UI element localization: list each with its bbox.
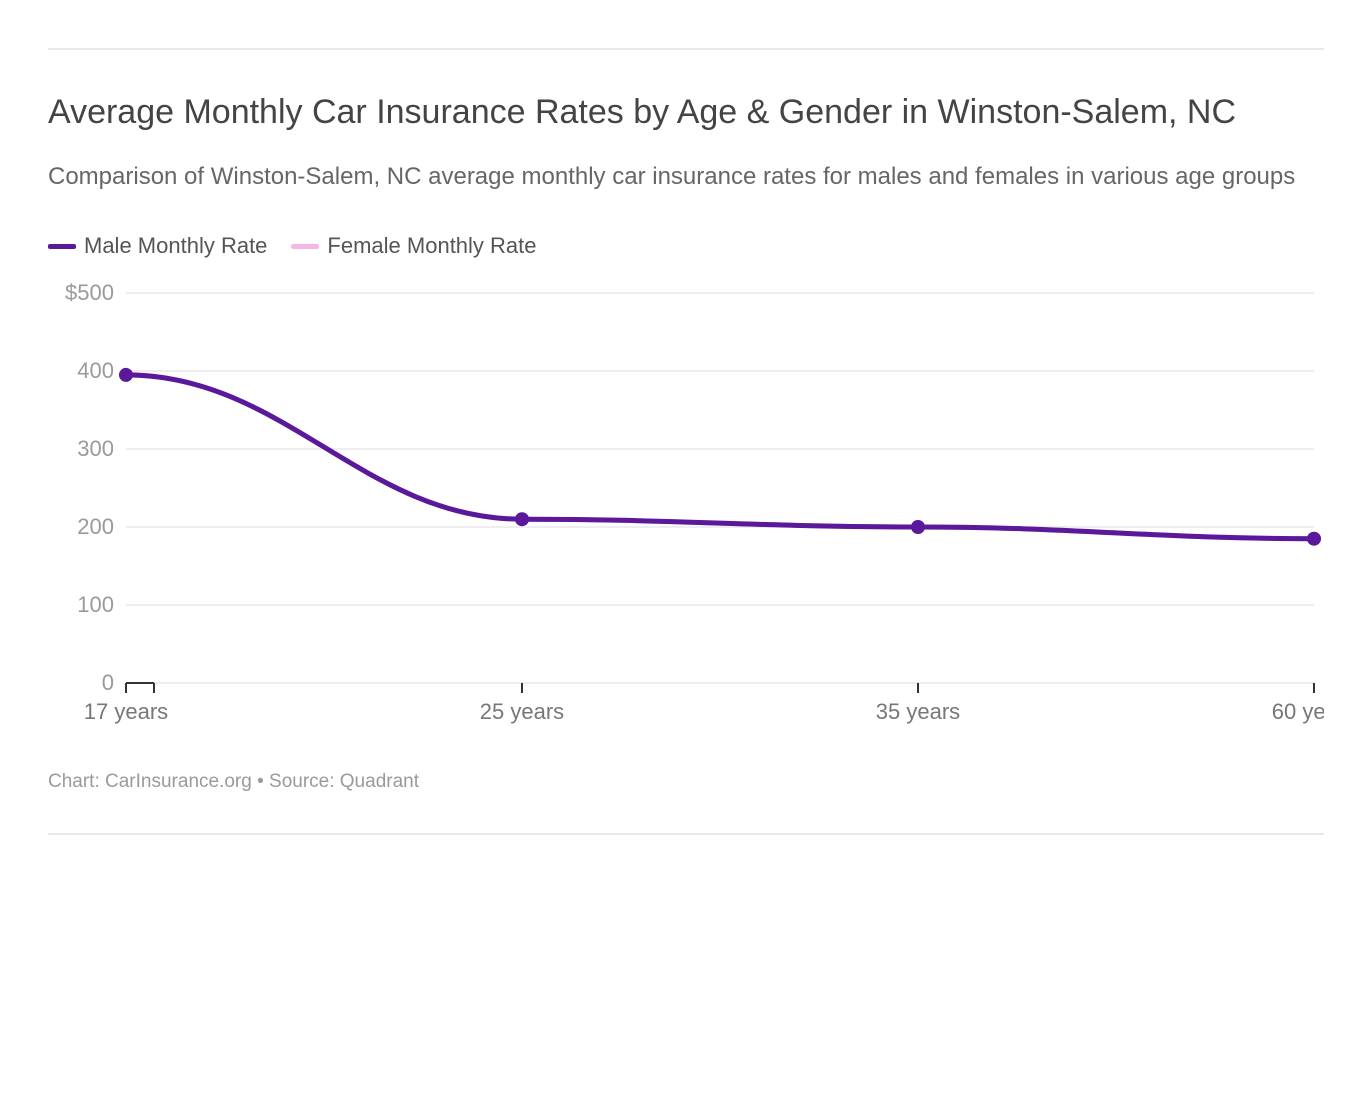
series-marker (911, 520, 925, 534)
legend-swatch (291, 244, 319, 249)
series-line (126, 375, 1314, 539)
x-tick-label: 17 years (84, 699, 168, 724)
x-tick-label: 35 years (876, 699, 960, 724)
legend-item: Male Monthly Rate (48, 233, 267, 259)
series-marker (1307, 532, 1321, 546)
legend-label: Male Monthly Rate (84, 233, 267, 259)
chart-plot-area: 0 100 200 300 400 $500 17 years 25 years 35 year… (48, 283, 1324, 743)
y-tick-label: 200 (77, 514, 114, 539)
series-marker (515, 513, 529, 527)
legend-item: Female Monthly Rate (291, 233, 536, 259)
line-chart-svg: 0 100 200 300 400 $500 17 years 25 years 35 year… (48, 283, 1324, 743)
series-line (126, 375, 1314, 539)
legend-label: Female Monthly Rate (327, 233, 536, 259)
legend-swatch (48, 244, 76, 249)
series-marker (119, 368, 133, 382)
y-tick-label: 300 (77, 436, 114, 461)
chart-credit: Chart: CarInsurance.org • Source: Quadra… (48, 771, 1324, 793)
legend: Male Monthly Rate Female Monthly Rate (48, 233, 1324, 259)
chart-subtitle: Comparison of Winston-Salem, NC average … (48, 160, 1324, 194)
x-tick-label: 60 years (1272, 699, 1324, 724)
y-tick-label: 400 (77, 358, 114, 383)
x-tick-label: 25 years (480, 699, 564, 724)
divider-bottom (48, 833, 1324, 835)
chart-container: Average Monthly Car Insurance Rates by A… (0, 0, 1372, 883)
y-tick-label: 0 (102, 670, 114, 695)
chart-title: Average Monthly Car Insurance Rates by A… (48, 90, 1324, 136)
y-tick-label: 100 (77, 592, 114, 617)
divider-top (48, 48, 1324, 50)
y-tick-label: $500 (65, 283, 114, 305)
